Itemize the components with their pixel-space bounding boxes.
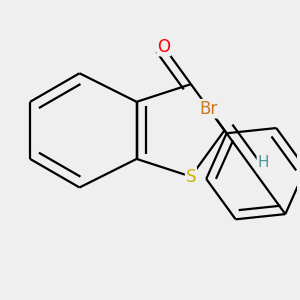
Text: H: H [257,155,269,170]
Text: S: S [186,168,196,186]
Text: Br: Br [200,100,218,118]
Text: O: O [157,38,170,56]
